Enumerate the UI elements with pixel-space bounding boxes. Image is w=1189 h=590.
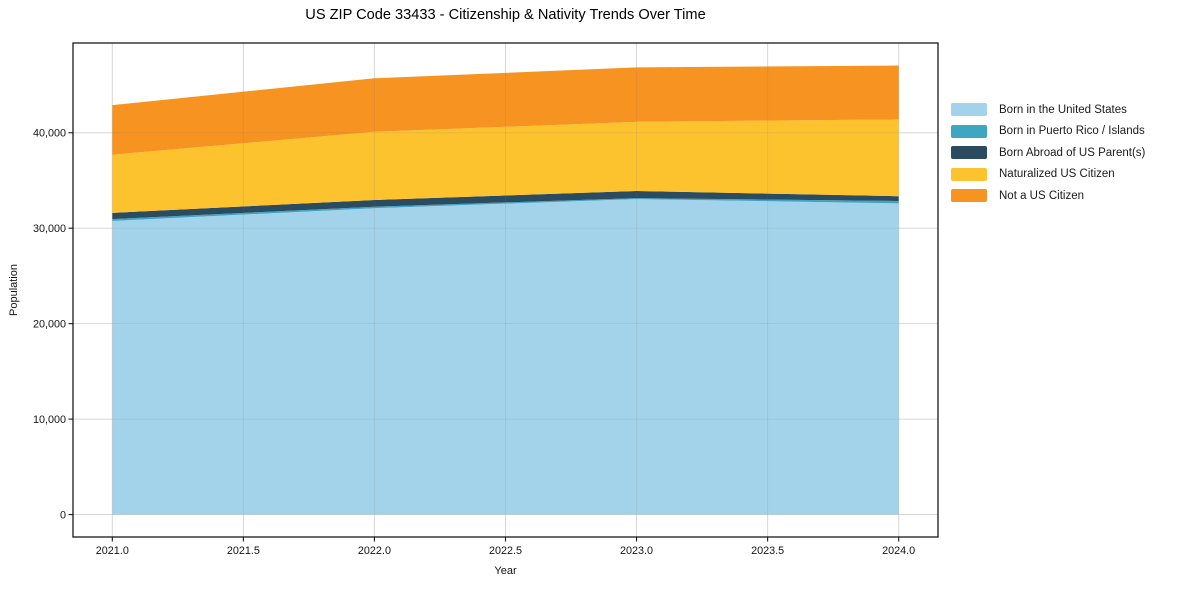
area-series-born-abroad xyxy=(112,191,899,220)
legend-label: Born in the United States xyxy=(999,103,1127,116)
legend-label: Not a US Citizen xyxy=(999,189,1085,202)
area-series-born-in-pr xyxy=(112,198,899,221)
legend-item-born-in-us: Born in the United States xyxy=(951,103,1145,116)
area-series-naturalized xyxy=(112,119,899,213)
legend-swatch-icon xyxy=(951,189,987,203)
legend-label: Naturalized US Citizen xyxy=(999,168,1115,181)
x-tick-label: 2023.5 xyxy=(751,545,784,557)
y-tick-label: 0 xyxy=(60,509,66,521)
area-series-born-in-us xyxy=(112,199,899,515)
y-tick-label: 40,000 xyxy=(33,128,66,140)
y-tick-label: 20,000 xyxy=(33,318,66,330)
x-tick-label: 2021.0 xyxy=(96,545,129,557)
chart-title: US ZIP Code 33433 - Citizenship & Nativi… xyxy=(305,7,706,23)
legend-swatch-icon xyxy=(951,167,987,181)
legend-swatch-icon xyxy=(951,124,987,138)
y-tick-label: 10,000 xyxy=(33,414,66,426)
x-tick-label: 2023.0 xyxy=(620,545,653,557)
x-tick-label: 2022.0 xyxy=(358,545,391,557)
legend-item-born-in-pr: Born in Puerto Rico / Islands xyxy=(951,124,1145,138)
x-axis-title: Year xyxy=(494,565,517,577)
x-tick-label: 2021.5 xyxy=(227,545,260,557)
x-tick-label: 2024.0 xyxy=(882,545,915,557)
legend-label: Born Abroad of US Parent(s) xyxy=(999,146,1146,159)
legend-swatch-icon xyxy=(951,103,987,116)
area-series-not-a-citizen xyxy=(112,65,899,155)
x-tick-label: 2022.5 xyxy=(489,545,522,557)
legend-item-naturalized: Naturalized US Citizen xyxy=(951,167,1145,181)
y-tick-label: 30,000 xyxy=(33,223,66,235)
y-axis-title: Population xyxy=(8,264,20,316)
legend-label: Born in Puerto Rico / Islands xyxy=(999,125,1145,138)
legend-item-born-abroad: Born Abroad of US Parent(s) xyxy=(951,146,1146,160)
legend-swatch-icon xyxy=(951,146,987,160)
legend-item-not-a-citizen: Not a US Citizen xyxy=(951,189,1145,203)
legend: Born in the United States Born in Puerto … xyxy=(951,103,1146,203)
